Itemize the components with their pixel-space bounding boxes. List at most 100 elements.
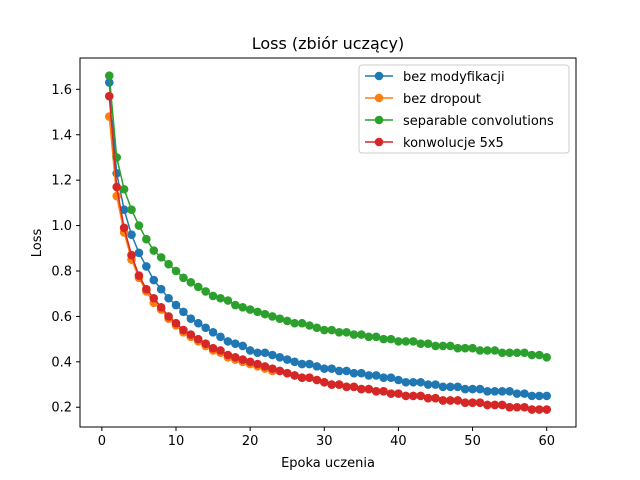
- series-1: [104, 78, 552, 401]
- data-point: [253, 359, 262, 369]
- legend-marker: [374, 137, 384, 147]
- legend-entry: bez dropout: [365, 92, 481, 107]
- data-point: [431, 380, 440, 389]
- legend-entry: bez modyfikacji: [365, 70, 505, 85]
- data-point: [268, 312, 277, 321]
- y-tick-label: 1.2: [51, 174, 72, 189]
- data-point: [179, 325, 188, 335]
- data-point: [156, 303, 166, 312]
- data-point: [327, 325, 337, 335]
- data-point: [231, 300, 240, 310]
- data-point: [260, 362, 270, 371]
- data-point: [186, 278, 196, 287]
- data-point: [275, 314, 285, 323]
- data-point: [460, 384, 470, 394]
- data-point: [112, 182, 121, 192]
- data-point: [535, 350, 544, 360]
- data-point: [104, 71, 114, 81]
- data-point: [282, 368, 292, 378]
- data-point: [127, 250, 136, 260]
- y-tick-label: 0.6: [51, 310, 72, 325]
- data-point: [245, 357, 255, 367]
- plot-frame: [79, 57, 577, 428]
- y-axis-label: Loss: [30, 229, 45, 258]
- y-tick-label: 0.8: [51, 264, 72, 279]
- data-point: [319, 364, 329, 373]
- data-point: [483, 400, 492, 410]
- data-point: [483, 387, 492, 396]
- data-point: [431, 341, 440, 351]
- data-point: [542, 405, 552, 414]
- data-point: [171, 300, 181, 310]
- data-point: [512, 348, 522, 358]
- data-point: [305, 359, 314, 369]
- data-point: [394, 375, 403, 385]
- data-point: [134, 271, 144, 280]
- x-tick-label: 50: [464, 434, 481, 449]
- data-point: [297, 373, 307, 383]
- data-point: [475, 398, 485, 408]
- data-point: [497, 387, 507, 396]
- data-point: [386, 334, 396, 344]
- data-point: [253, 348, 262, 358]
- data-point: [297, 359, 307, 369]
- data-point: [268, 350, 277, 360]
- data-point: [164, 312, 173, 321]
- data-point: [490, 387, 500, 396]
- data-point: [527, 391, 537, 401]
- data-point: [216, 346, 225, 355]
- legend-label: konwolucje 5x5: [403, 136, 504, 151]
- data-point: [238, 341, 248, 351]
- data-point: [349, 330, 359, 339]
- data-point: [290, 357, 299, 367]
- data-point: [357, 330, 366, 339]
- y-tick-label: 1.6: [51, 83, 72, 98]
- data-point: [371, 387, 381, 396]
- data-point: [104, 91, 114, 101]
- data-point: [186, 314, 196, 323]
- data-point: [134, 221, 144, 230]
- series-3: [104, 71, 552, 362]
- data-point: [468, 398, 477, 408]
- data-point: [401, 337, 411, 346]
- data-point: [186, 330, 196, 339]
- data-point: [416, 339, 425, 348]
- data-point: [290, 318, 299, 328]
- data-point: [171, 266, 181, 276]
- data-point: [408, 337, 418, 346]
- data-point: [142, 234, 151, 244]
- data-point: [386, 389, 396, 398]
- legend-marker: [374, 71, 384, 81]
- data-point: [282, 355, 292, 364]
- data-point: [171, 318, 181, 328]
- data-point: [408, 391, 418, 401]
- data-point: [394, 389, 403, 398]
- y-axis: 0.2 0.4 0.6 0.8 1.0 1.2 1.4 1.6: [51, 83, 80, 416]
- legend-label: separable convolutions: [403, 114, 554, 129]
- legend-label: bez dropout: [403, 92, 481, 107]
- data-point: [505, 348, 514, 358]
- data-point: [438, 341, 448, 351]
- data-point: [423, 393, 433, 403]
- data-point: [446, 382, 455, 392]
- x-tick-label: 60: [538, 434, 555, 449]
- data-point: [201, 287, 210, 296]
- data-point: [379, 373, 388, 383]
- data-point: [164, 259, 173, 269]
- data-point: [260, 309, 270, 319]
- data-point: [497, 400, 507, 410]
- data-point: [327, 380, 337, 389]
- data-point: [319, 377, 329, 387]
- data-point: [149, 293, 159, 303]
- data-point: [245, 346, 255, 355]
- data-point: [268, 364, 277, 373]
- legend-marker: [374, 115, 384, 125]
- data-point: [149, 275, 159, 285]
- x-tick-label: 20: [242, 434, 259, 449]
- data-point: [527, 350, 537, 360]
- data-point: [371, 332, 381, 342]
- data-point: [319, 325, 329, 335]
- data-point: [453, 382, 463, 392]
- data-point: [468, 384, 477, 394]
